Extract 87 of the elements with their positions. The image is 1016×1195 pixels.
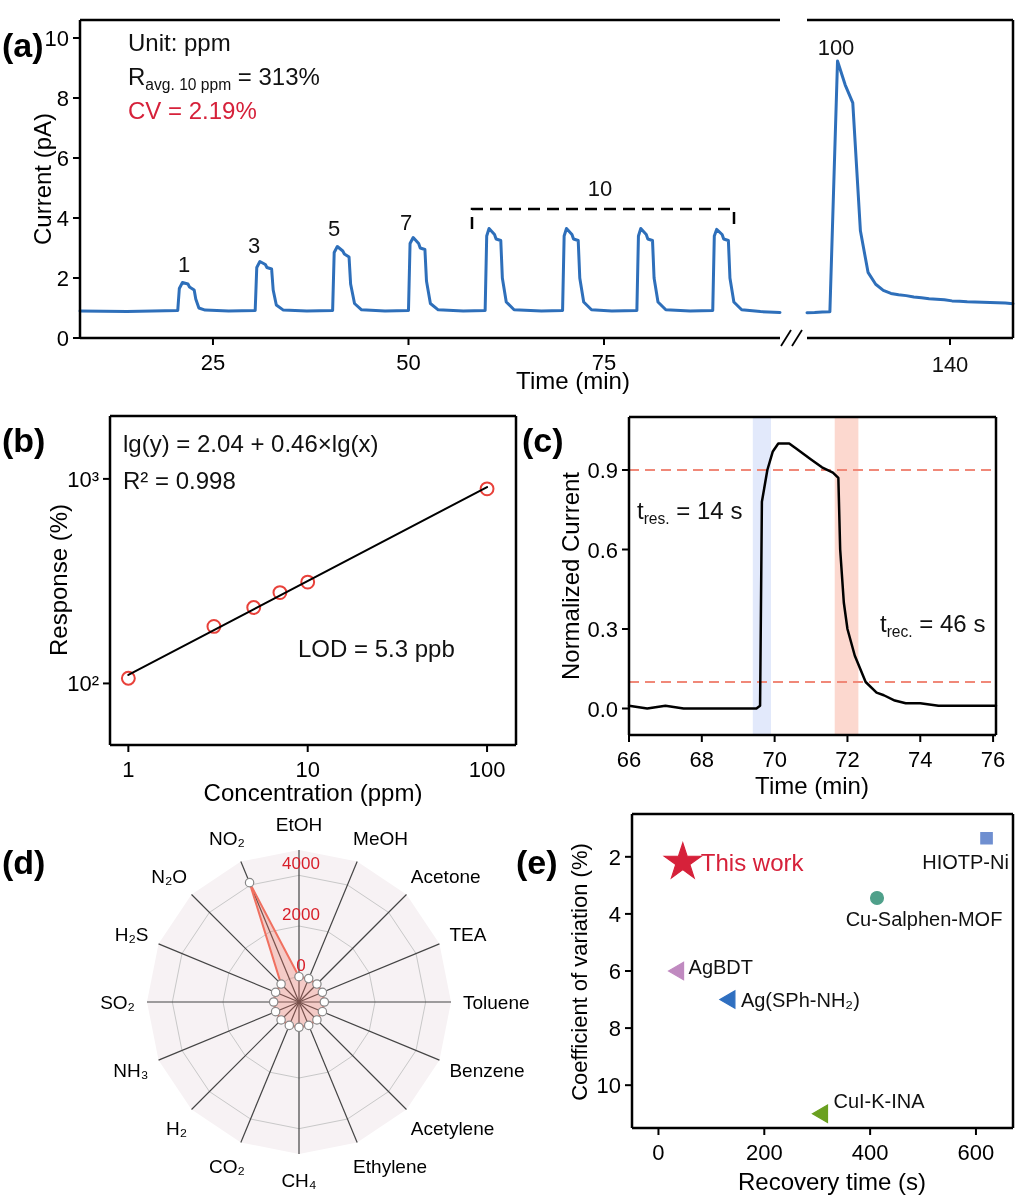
series-label: Ag(SPh-NH₂) <box>740 988 860 1011</box>
text: 100 <box>817 34 855 60</box>
spoke-label: Benzene <box>449 1059 525 1081</box>
x-tick-label: 70 <box>762 746 787 772</box>
y-axis-title: Normalized Current <box>556 471 584 681</box>
y-axis-title: Response (%) <box>44 503 72 657</box>
y-tick-label: 0.6 <box>587 537 618 562</box>
spoke-label: SO₂ <box>100 991 135 1013</box>
spoke-label: CH₄ <box>281 1169 317 1191</box>
series-label: This work <box>700 848 805 876</box>
x-tick-label: 25 <box>200 349 226 375</box>
series-label: HIOTP-Ni <box>922 851 1009 874</box>
spoke-label: Acetone <box>410 865 481 887</box>
y-tick-label: 6 <box>608 958 621 984</box>
chart-title: (b) <box>2 421 46 459</box>
spoke-label: Acetylene <box>410 1117 495 1139</box>
text: 140 <box>931 351 969 377</box>
x-axis-title: Recovery time (s) <box>737 1167 927 1195</box>
chart-title: (c) <box>522 421 564 459</box>
text: (e) <box>516 843 558 881</box>
spoke-label: H₂ <box>166 1117 188 1139</box>
y-tick-label: 2 <box>56 265 69 291</box>
y-tick-label: 6 <box>56 145 69 171</box>
y-tick-label: 2000 <box>282 904 320 924</box>
text: (d) <box>2 843 46 881</box>
spoke-label: N₂O <box>151 865 188 887</box>
point <box>811 1104 829 1123</box>
annotation: 7 <box>399 209 413 235</box>
point <box>667 961 685 981</box>
spoke-label: NO₂ <box>208 827 245 849</box>
y-tick-label: 2 <box>608 844 621 870</box>
y-tick-label: 0.3 <box>587 616 618 642</box>
spoke-label: TEA <box>449 923 487 945</box>
annotation: 3 <box>247 232 261 258</box>
x-tick-label: 66 <box>616 746 642 772</box>
x-tick-label: 0 <box>652 1139 665 1165</box>
x-tick-label: 100 <box>468 756 506 782</box>
y-tick-label: 4 <box>608 901 621 927</box>
spoke-label: EtOH <box>275 813 323 835</box>
y-tick-label: 8 <box>608 1015 621 1041</box>
x-tick-label: 50 <box>396 349 421 375</box>
x-axis-title: Concentration (ppm) <box>203 778 423 806</box>
annotation: t$_{res.}$ = 14 s <box>637 496 743 527</box>
y-tick-label: 0 <box>56 325 69 351</box>
x-tick-label: 74 <box>908 746 933 772</box>
spoke-label: CO₂ <box>208 1155 245 1177</box>
y-tick-label: 8 <box>56 85 69 111</box>
x-tick-label: 1 <box>122 756 135 782</box>
x-tick-label: 400 <box>851 1139 889 1165</box>
x-tick-label: 76 <box>980 746 1006 772</box>
chart-title: (a) <box>2 26 44 64</box>
y-tick-label: 10² <box>67 670 99 696</box>
annotation: CV = 2.19% <box>128 96 257 124</box>
y-axis-title: Current (pA) <box>28 112 56 246</box>
spoke-label: NH₃ <box>113 1059 149 1081</box>
point <box>980 831 993 845</box>
y-tick-label: 0 <box>296 955 306 975</box>
y-tick-label: 10 <box>596 1072 621 1098</box>
annotation: LOD = 5.3 ppb <box>298 634 455 662</box>
spoke-label: Ethylene <box>353 1155 428 1177</box>
point <box>869 890 885 905</box>
series-label: AgBDT <box>688 956 754 978</box>
x-tick-label: 200 <box>745 1139 783 1165</box>
annotation: 5 <box>327 215 341 241</box>
annotation: t$_{rec.}$ = 46 s <box>880 609 986 640</box>
point <box>719 990 736 1009</box>
x-tick-label: 68 <box>689 746 715 772</box>
x-axis-title: Time (min) <box>755 771 869 799</box>
x-tick-label: 72 <box>835 746 860 772</box>
y-tick-label: 10 <box>44 25 69 51</box>
spoke-label: H₂S <box>114 923 149 945</box>
series-label: Cu-Salphen-MOF <box>845 907 1003 930</box>
spoke-label: MeOH <box>353 827 409 849</box>
annotation: Unit: ppm <box>128 28 231 56</box>
annotation: R² = 0.998 <box>123 466 236 494</box>
y-axis-title: Coefficient of variation (%) <box>566 843 592 1101</box>
y-tick-label: 4 <box>56 205 69 231</box>
series-label: CuI-K-INA <box>833 1089 926 1112</box>
spoke-label: Toluene <box>463 991 530 1013</box>
y-tick-label: 0.9 <box>587 457 618 483</box>
y-tick-label: 4000 <box>282 853 320 873</box>
x-tick-label: 600 <box>957 1139 995 1165</box>
annotation: 1 <box>177 251 191 277</box>
y-tick-label: 0.0 <box>587 696 618 721</box>
y-tick-label: 10³ <box>67 466 99 492</box>
annotation: R$_{avg. 10 ppm}$ = 313% <box>128 62 320 93</box>
annotation: lg(y) = 2.04 + 0.46×lg(x) <box>123 429 379 457</box>
